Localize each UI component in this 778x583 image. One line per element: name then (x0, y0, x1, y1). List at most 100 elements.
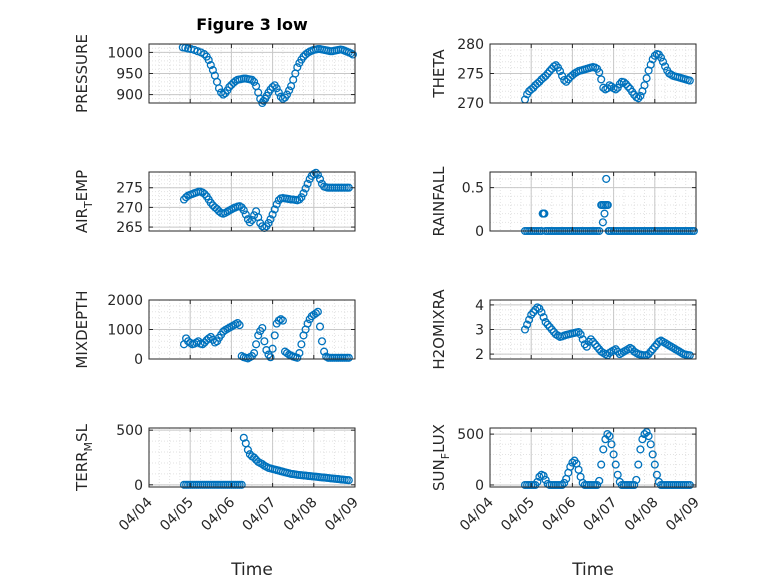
data-point (297, 193, 306, 202)
data-point (642, 74, 651, 83)
y-tick-label: 270 (116, 200, 143, 216)
y-axis-label: AIRTEMP (73, 170, 95, 233)
y-axis-label: RAINFALL (430, 166, 448, 237)
data-point (642, 428, 651, 437)
y-tick-label: 275 (116, 181, 143, 197)
y-tick-label: 275 (457, 67, 484, 83)
data-point (602, 174, 611, 183)
data-point (568, 458, 577, 467)
data-point (204, 55, 213, 65)
data-point (580, 340, 589, 349)
data-point (239, 206, 248, 215)
y-tick-label: 2 (475, 347, 484, 363)
data-point (541, 71, 550, 80)
y-tick-label: 0 (475, 224, 484, 240)
data-point (650, 342, 659, 351)
data-point (525, 315, 534, 324)
data-point (652, 470, 661, 479)
data-point (311, 168, 320, 177)
data-point (560, 478, 569, 487)
data-point (303, 319, 312, 328)
data-point (636, 445, 645, 454)
x-tick-label: 04/07 (240, 495, 280, 535)
y-tick-label: 500 (457, 427, 484, 443)
data-point (640, 430, 649, 439)
x-axis-label: Time (571, 560, 614, 580)
data-point (529, 308, 538, 317)
data-point (611, 85, 620, 94)
data-point (611, 345, 620, 354)
data-point (656, 53, 666, 62)
data-point (609, 450, 618, 459)
data-point (527, 85, 536, 94)
data-point (648, 450, 657, 459)
data-point (537, 308, 546, 317)
data-point (613, 470, 622, 479)
data-point (539, 73, 548, 82)
y-tick-label: 950 (116, 67, 143, 83)
data-point (558, 480, 567, 490)
data-point (636, 91, 645, 100)
y-tick-label: 0 (134, 478, 143, 494)
data-point (250, 211, 259, 220)
data-point (276, 315, 285, 324)
data-point (582, 342, 591, 351)
data-point (543, 69, 552, 78)
data-point (274, 88, 283, 97)
data-point (252, 340, 261, 349)
y-axis-label: H2OMIXRA (430, 289, 448, 370)
y-tick-label: 0.5 (462, 181, 484, 197)
y-axis-label: MIXDEPTH (73, 290, 91, 368)
data-point (603, 430, 612, 439)
data-point (301, 184, 310, 193)
y-tick-label: 0 (134, 352, 143, 368)
data-point (204, 334, 213, 343)
data-point (208, 66, 217, 75)
data-point (235, 321, 244, 330)
data-point (266, 353, 275, 362)
data-point (600, 209, 609, 218)
data-point (243, 445, 252, 454)
data-point (268, 344, 277, 353)
y-tick-label: 3 (475, 323, 484, 339)
data-point (619, 78, 628, 87)
data-point (200, 338, 209, 347)
y-tick-label: 1000 (107, 45, 143, 61)
data-point (650, 460, 659, 469)
data-point (533, 477, 542, 486)
data-point (282, 349, 292, 358)
data-point (648, 345, 657, 354)
data-point (245, 218, 254, 227)
data-point (225, 82, 234, 92)
data-point (543, 320, 552, 329)
data-point (535, 77, 544, 86)
data-point (634, 94, 643, 103)
data-point (646, 60, 655, 69)
data-point (317, 337, 327, 346)
data-point (274, 316, 283, 325)
data-point (250, 77, 259, 86)
x-tick-label: 04/08 (622, 495, 662, 535)
data-point (272, 84, 281, 93)
y-tick-label: 1000 (107, 323, 143, 339)
data-point (545, 322, 554, 332)
x-tick-label: 04/04 (457, 494, 497, 534)
data-point (214, 84, 224, 93)
data-point (535, 472, 544, 481)
y-tick-label: 270 (457, 96, 484, 112)
data-point (527, 310, 536, 319)
y-axis-label: TERRMSL (73, 423, 95, 492)
data-point (297, 340, 306, 349)
data-point (250, 453, 259, 462)
subplot-6: 2 3 4 H2OMIXRA (430, 289, 697, 370)
data-point (607, 440, 616, 449)
data-point (621, 80, 631, 89)
data-point (658, 57, 668, 66)
data-point (595, 476, 604, 485)
data-point (200, 50, 209, 59)
y-axis-label: SUNFLUX (430, 424, 452, 491)
data-point (558, 71, 567, 80)
data-point (539, 313, 548, 322)
data-point (293, 353, 302, 362)
